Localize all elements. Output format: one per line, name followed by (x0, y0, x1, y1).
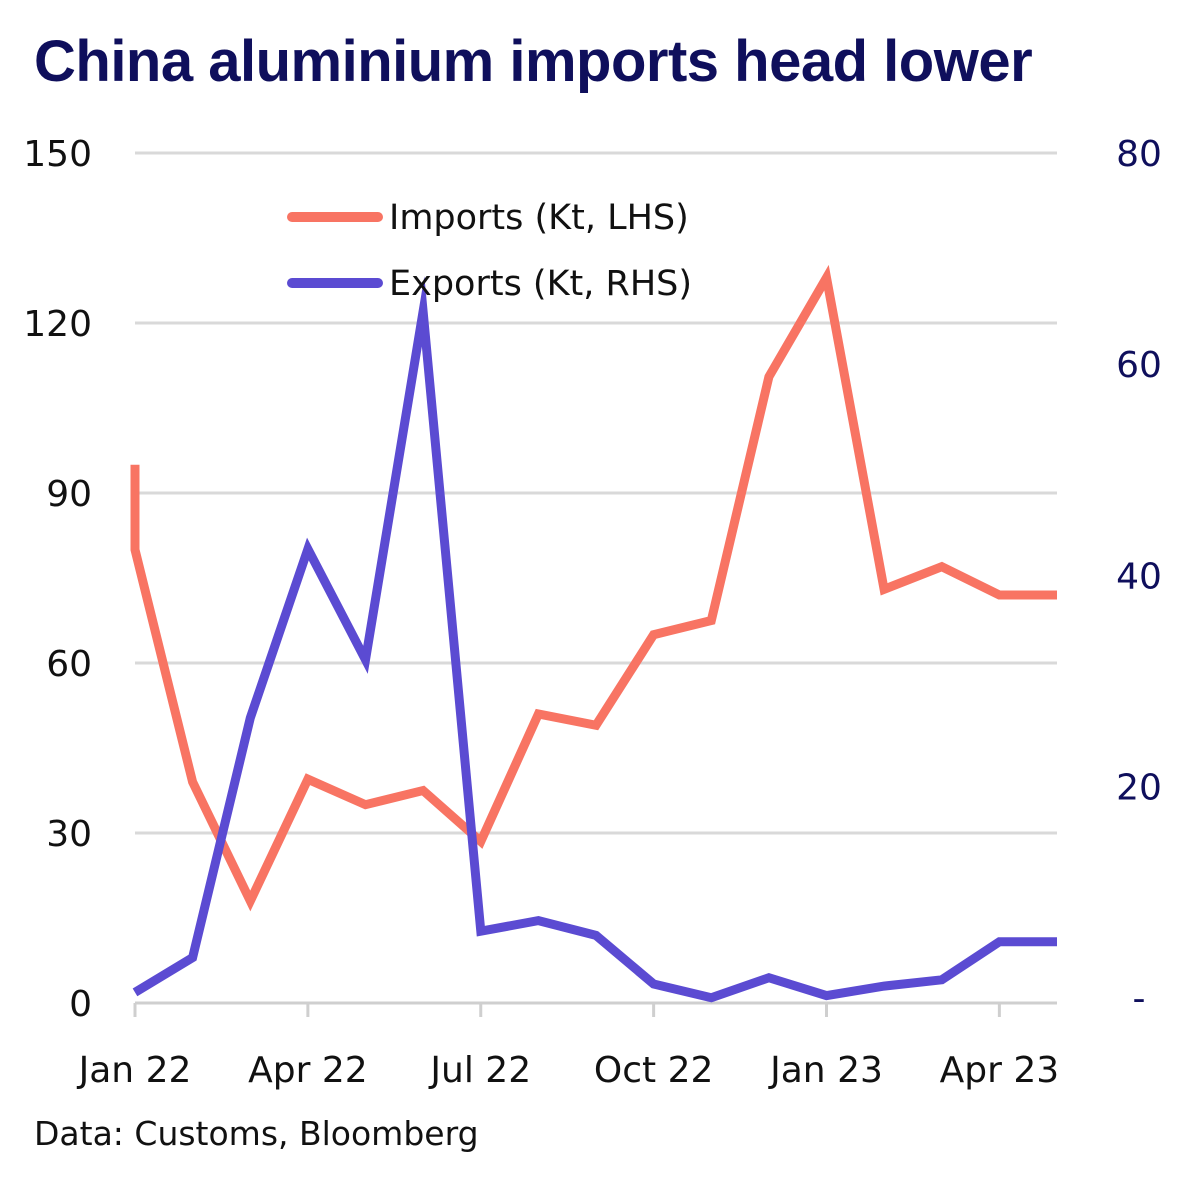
source-note: Data: Customs, Bloomberg (34, 1114, 479, 1153)
y-left-tick-label: 90 (46, 474, 92, 515)
series-lines (130, 264, 1057, 1003)
y-right-tick-label: - (1133, 979, 1146, 1020)
legend-label-exports: Exports (Kt, RHS) (389, 264, 692, 304)
y-axis-left-ticks: 0 30 60 90 120 150 (23, 134, 92, 1025)
x-tick-label: Oct 22 (594, 1050, 714, 1091)
y-right-tick-label: 40 (1116, 556, 1162, 597)
x-tick-label: Apr 22 (248, 1050, 368, 1091)
y-axis-right-ticks: - 20 40 60 80 (1116, 134, 1162, 1020)
y-left-tick-label: 150 (23, 134, 92, 175)
x-tick-label: Jan 23 (768, 1050, 883, 1091)
legend-label-imports: Imports (Kt, LHS) (389, 198, 689, 238)
chart-title: China aluminium imports head lower (34, 29, 1033, 94)
imports-line (130, 264, 1057, 912)
y-right-tick-label: 60 (1116, 345, 1162, 386)
y-left-tick-label: 0 (69, 984, 92, 1025)
gridlines (135, 151, 1057, 1005)
legend: Imports (Kt, LHS) Exports (Kt, RHS) (287, 198, 692, 304)
x-tick-label: Jul 22 (428, 1050, 531, 1091)
x-axis: Jan 22 Apr 22 Jul 22 Oct 22 Jan 23 Apr 23 (77, 1003, 1060, 1091)
y-left-tick-label: 60 (46, 644, 92, 685)
y-right-tick-label: 80 (1116, 134, 1162, 175)
x-tick-label: Apr 23 (940, 1050, 1060, 1091)
x-tick-label: Jan 22 (77, 1050, 192, 1091)
exports-line (132, 276, 1057, 1003)
y-left-tick-label: 120 (23, 304, 92, 345)
y-right-tick-label: 20 (1116, 768, 1162, 809)
y-left-tick-label: 30 (46, 814, 92, 855)
